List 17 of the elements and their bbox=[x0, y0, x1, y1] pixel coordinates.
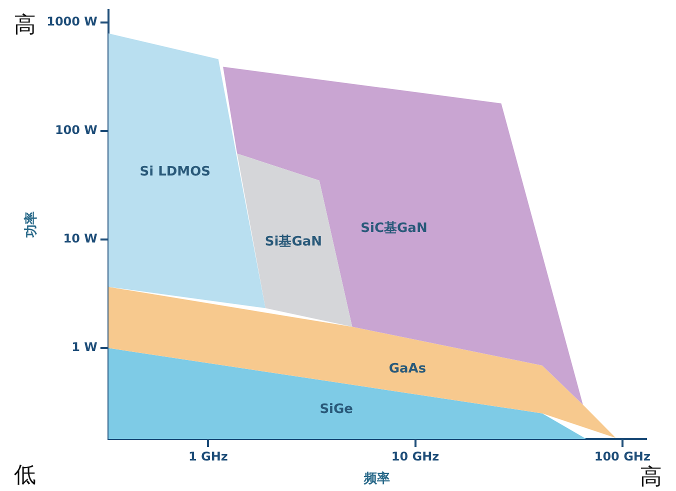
series-label: Si LDMOS bbox=[140, 164, 211, 180]
y-tick-label: 10 W bbox=[63, 232, 98, 246]
x-tick-label: 100 GHz bbox=[594, 449, 650, 464]
series-label: SiGe bbox=[320, 402, 354, 418]
x-tick-label: 1 GHz bbox=[188, 449, 228, 464]
y-tick-label: 1000 W bbox=[46, 14, 98, 29]
y-axis-title: 功率 bbox=[23, 212, 40, 239]
x-axis-title: 频率 bbox=[363, 470, 390, 487]
series-label: SiC基GaN bbox=[360, 221, 428, 236]
text: 低 bbox=[14, 462, 36, 490]
y-tick-label: 1 W bbox=[72, 340, 98, 354]
series-label: Si基GaN bbox=[264, 234, 322, 250]
text: 高 bbox=[640, 464, 662, 491]
series-label: GaAs bbox=[388, 361, 426, 376]
text: 高 bbox=[14, 12, 36, 40]
y-tick-label: 100 W bbox=[54, 123, 98, 138]
x-tick-label: 10 GHz bbox=[391, 449, 440, 464]
